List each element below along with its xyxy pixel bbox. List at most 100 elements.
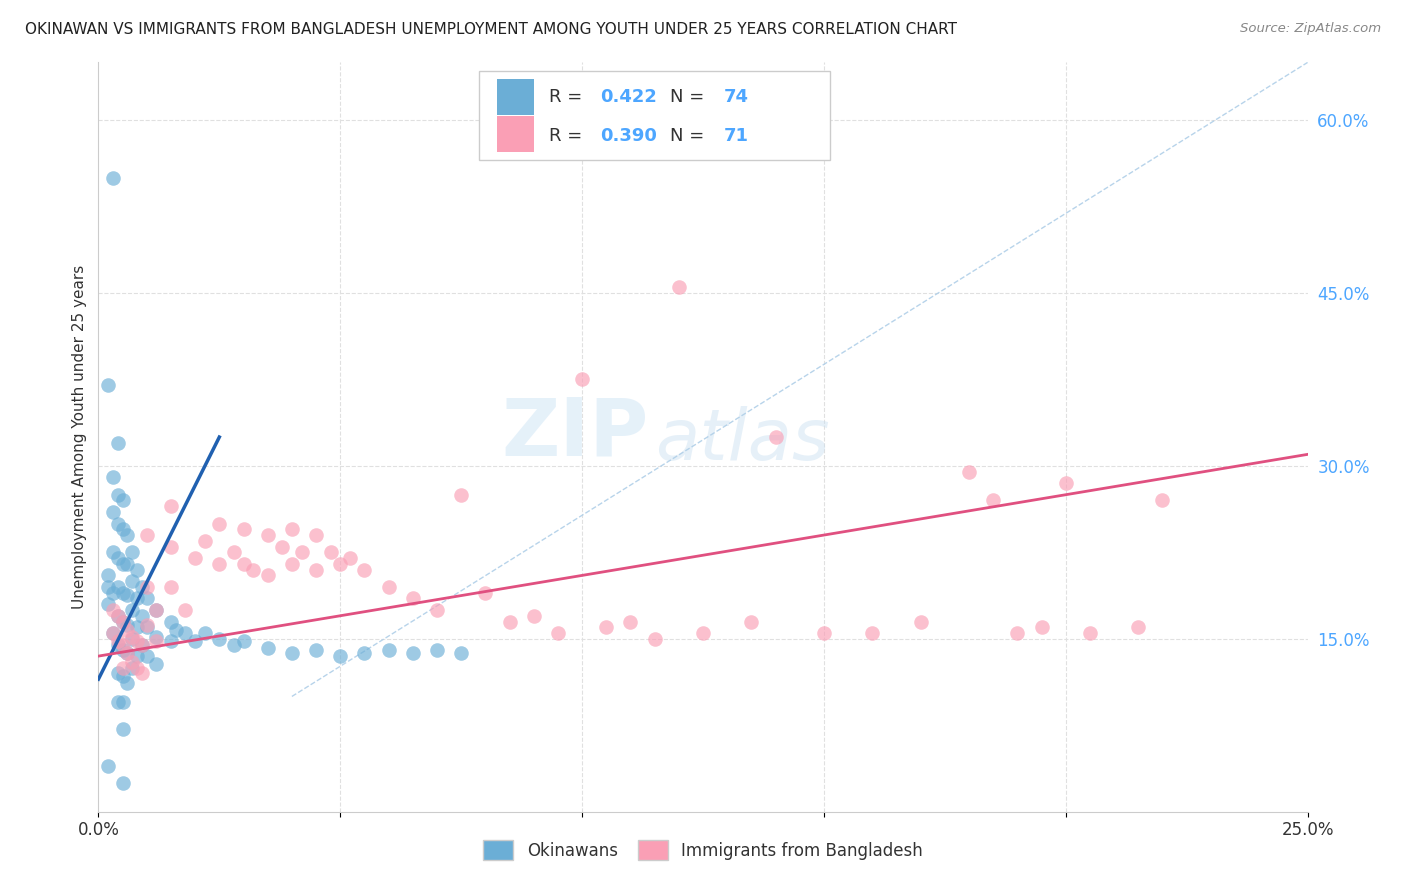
Point (319, 545, 342, 559)
Point (184, 551, 207, 566)
Text: 71: 71 (724, 127, 748, 145)
Text: 0.390: 0.390 (600, 127, 657, 145)
Point (121, 660, 143, 674)
Point (101, 470, 124, 484)
Point (121, 632, 143, 646)
Point (111, 557, 134, 571)
Point (329, 649, 352, 664)
Point (117, 675, 139, 690)
Point (740, 615, 762, 629)
Point (426, 643, 449, 657)
Point (107, 516, 129, 531)
Point (1054, 476, 1077, 491)
Point (547, 626, 569, 640)
Point (232, 557, 254, 571)
Point (813, 626, 835, 640)
Point (111, 585, 134, 599)
Point (595, 620, 617, 634)
Point (339, 551, 361, 566)
Point (117, 623, 139, 637)
Point (353, 646, 375, 660)
Point (101, 170, 124, 185)
Point (135, 618, 157, 632)
Point (377, 643, 399, 657)
Point (271, 540, 294, 554)
Point (290, 545, 312, 559)
Text: atlas: atlas (655, 407, 830, 475)
Point (97, 568, 120, 582)
Point (222, 545, 245, 559)
Point (107, 638, 129, 652)
Point (222, 638, 245, 652)
Text: 0.422: 0.422 (600, 88, 657, 106)
Text: R =: R = (550, 127, 589, 145)
Point (97, 597, 120, 611)
Point (450, 488, 472, 502)
Point (910, 615, 932, 629)
Point (127, 563, 149, 577)
Point (305, 528, 328, 542)
Point (174, 626, 197, 640)
Point (1078, 626, 1101, 640)
Point (107, 435, 129, 450)
Point (131, 638, 153, 652)
Point (232, 634, 254, 648)
Point (135, 528, 157, 542)
Text: N =: N = (671, 127, 710, 145)
Point (242, 563, 264, 577)
Point (131, 608, 153, 623)
Point (107, 551, 129, 566)
Point (194, 626, 217, 640)
Point (127, 620, 149, 634)
Point (107, 695, 129, 709)
Point (281, 522, 304, 536)
Point (111, 722, 134, 736)
Text: ZIP: ZIP (502, 394, 648, 473)
Point (160, 634, 183, 648)
Point (121, 630, 143, 644)
Point (131, 638, 153, 652)
Point (111, 493, 134, 508)
Point (101, 626, 124, 640)
Point (117, 557, 139, 571)
Point (101, 585, 124, 599)
Point (97, 758, 120, 772)
Point (208, 557, 231, 571)
Point (111, 522, 134, 536)
Point (523, 608, 546, 623)
Point (107, 634, 129, 648)
Point (111, 643, 134, 657)
Point (281, 646, 304, 660)
Point (498, 615, 520, 629)
Point (117, 588, 139, 602)
Point (194, 533, 217, 548)
Text: Source: ZipAtlas.com: Source: ZipAtlas.com (1240, 22, 1381, 36)
Point (145, 630, 167, 644)
Point (107, 608, 129, 623)
Point (97, 580, 120, 594)
Point (160, 500, 183, 514)
Point (644, 632, 666, 646)
Point (281, 557, 304, 571)
Text: OKINAWAN VS IMMIGRANTS FROM BANGLADESH UNEMPLOYMENT AMONG YOUTH UNDER 25 YEARS C: OKINAWAN VS IMMIGRANTS FROM BANGLADESH U… (25, 22, 957, 37)
Point (107, 488, 129, 502)
Point (111, 695, 134, 709)
Point (1031, 620, 1053, 634)
Point (101, 626, 124, 640)
Point (184, 634, 207, 648)
Point (474, 585, 496, 599)
Point (256, 528, 278, 542)
Point (111, 669, 134, 683)
Point (111, 615, 134, 629)
Text: R =: R = (550, 88, 589, 106)
Point (145, 634, 167, 648)
Point (619, 615, 641, 629)
Bar (479, 71, 830, 160)
Point (256, 568, 278, 582)
Point (131, 666, 153, 681)
Point (101, 603, 124, 617)
Point (1007, 626, 1029, 640)
Point (165, 623, 187, 637)
Point (402, 646, 425, 660)
Point (127, 660, 149, 674)
